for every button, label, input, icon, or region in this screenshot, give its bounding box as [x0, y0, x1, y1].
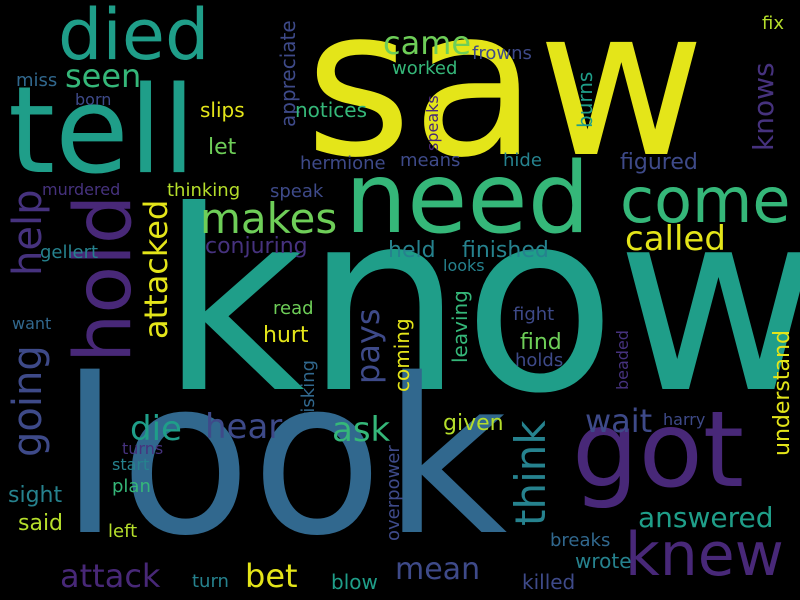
word-breaks: breaks [550, 530, 611, 551]
word-read: read [273, 298, 314, 319]
word-seen: seen [65, 57, 142, 95]
word-miss: miss [16, 70, 58, 91]
word-tell: tell [8, 62, 196, 201]
word-pays: pays [349, 308, 387, 384]
word-worked: worked [392, 58, 458, 79]
word-come: come [620, 164, 791, 237]
word-died: died [58, 0, 210, 76]
word-answered: answered [638, 501, 774, 534]
word-left: left [108, 521, 138, 542]
word-notices: notices [295, 98, 368, 122]
word-hermione: hermione [300, 153, 386, 174]
word-gellert: gellert [40, 242, 99, 263]
word-means: means [400, 150, 461, 171]
word-knows: knows [747, 62, 780, 151]
word-held: held [388, 238, 436, 263]
word-saw: saw [305, 0, 706, 203]
word-speaks: speaks [423, 95, 442, 151]
word-plan: plan [112, 476, 151, 497]
word-hear: hear [205, 407, 283, 447]
word-knew: knew [625, 520, 784, 590]
word-sight: sight [8, 483, 63, 508]
word-frowns: frowns [472, 43, 532, 64]
word-beaded: beaded [613, 330, 632, 390]
word-look: look [60, 332, 508, 583]
word-find: find [520, 330, 562, 355]
word-speak: speak [270, 181, 324, 202]
word-hold: hold [59, 194, 149, 363]
word-given: given [443, 411, 504, 436]
word-murdered: murdered [42, 180, 121, 199]
word-thinking: thinking [167, 180, 241, 201]
word-wait: wait [585, 402, 653, 440]
word-turn: turn [192, 571, 229, 592]
word-think: think [506, 420, 555, 526]
word-understand: understand [770, 330, 795, 456]
word-ask: ask [332, 410, 391, 450]
word-slips: slips [200, 98, 245, 122]
word-said: said [18, 511, 64, 536]
word-burns: burns [573, 71, 597, 128]
word-die: die [130, 409, 182, 449]
word-mean: mean [395, 552, 481, 587]
word-holds: holds [515, 350, 564, 371]
word-going: going [5, 345, 51, 457]
word-hide: hide [503, 150, 542, 171]
word-turns: turns [122, 439, 164, 458]
word-know: know [160, 157, 800, 448]
word-want: want [12, 314, 52, 333]
word-need: need [345, 142, 590, 256]
word-overpower: overpower [383, 445, 404, 541]
word-makes: makes [200, 194, 338, 243]
word-killed: killed [522, 570, 576, 594]
word-leaving: leaving [448, 290, 472, 363]
word-hurt: hurt [263, 323, 309, 348]
word-blow: blow [331, 570, 378, 594]
word-risking: risking [298, 359, 319, 420]
word-figured: figured [620, 150, 698, 175]
word-start: start [112, 455, 150, 474]
word-came: came [383, 24, 472, 62]
word-finished: finished [462, 238, 549, 263]
word-harry: harry [663, 410, 706, 429]
word-wrote: wrote [575, 549, 632, 573]
word-attack: attack [60, 557, 161, 595]
word-looks: looks [443, 256, 485, 275]
word-coming: coming [390, 318, 414, 392]
word-help: help [5, 189, 51, 276]
word-got: got [572, 389, 745, 511]
word-attacked: attacked [137, 199, 175, 339]
word-let: let [208, 135, 237, 160]
word-fight: fight [513, 304, 555, 325]
word-fix: fix [762, 13, 784, 34]
word-born: born [75, 90, 112, 109]
word-conjuring: conjuring [205, 234, 308, 259]
word-called: called [625, 219, 726, 259]
word-bet: bet [245, 557, 298, 595]
